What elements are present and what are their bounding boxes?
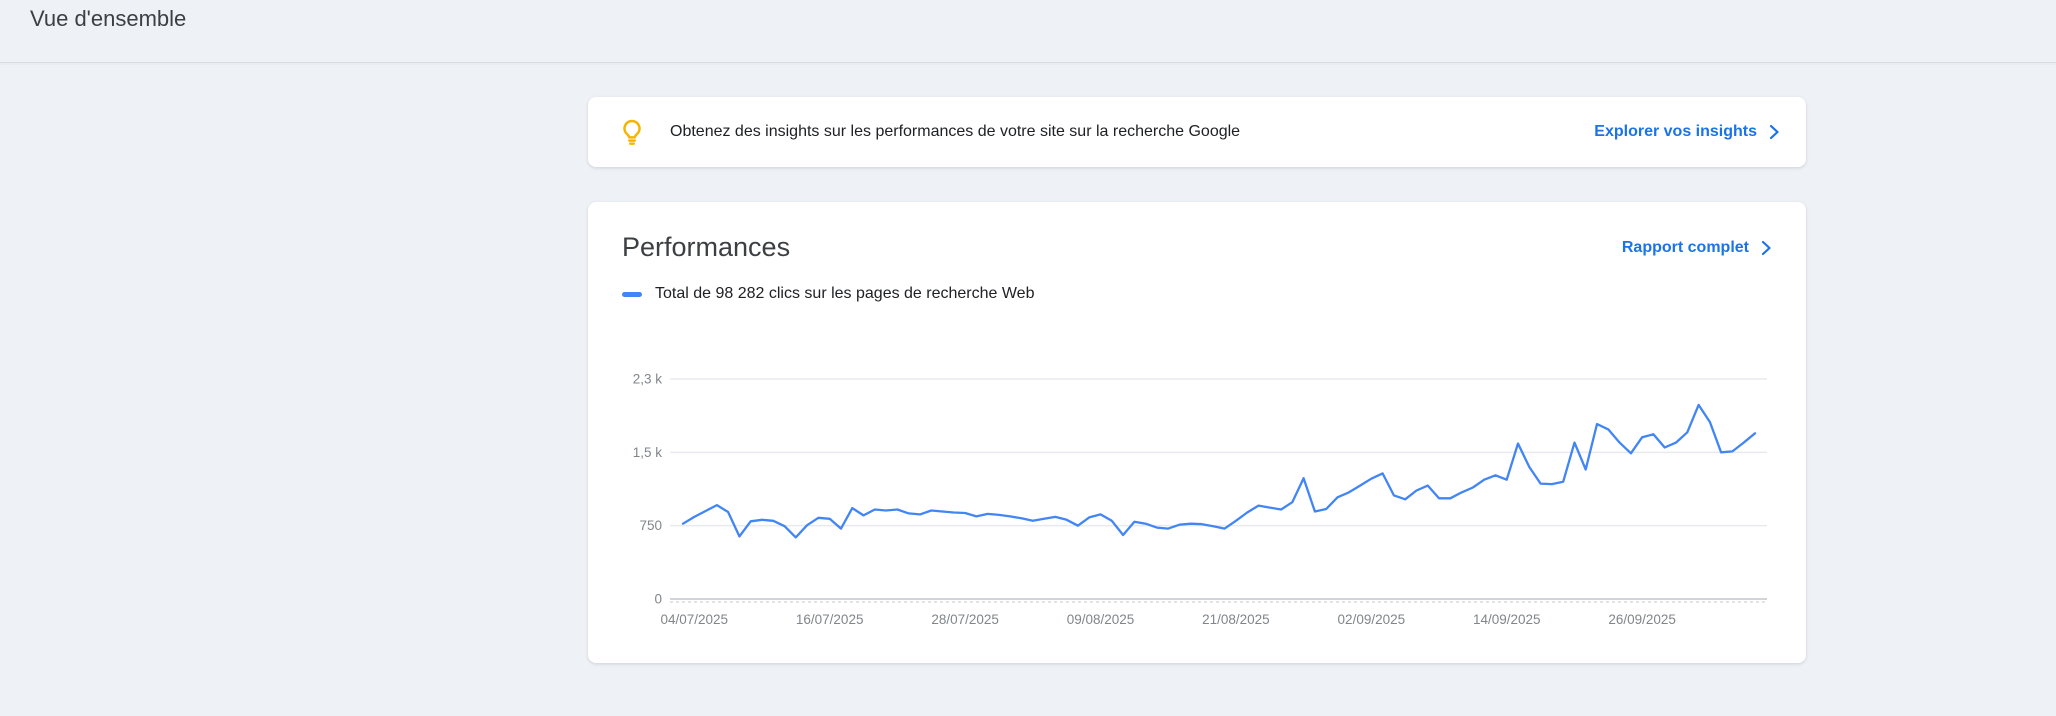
svg-text:14/09/2025: 14/09/2025	[1473, 612, 1541, 627]
svg-text:750: 750	[639, 518, 662, 533]
clicks-line-chart-svg: 0 750 1,5 k 2,3 k 04/07/2025 16/07/2025 28/07/…	[633, 372, 1767, 627]
svg-text:02/09/2025: 02/09/2025	[1338, 612, 1406, 627]
svg-text:16/07/2025: 16/07/2025	[796, 612, 864, 627]
insights-banner: Obtenez des insights sur les performance…	[588, 97, 1806, 167]
insights-banner-message: Obtenez des insights sur les performance…	[670, 123, 1241, 140]
svg-text:04/07/2025: 04/07/2025	[660, 612, 728, 627]
svg-text:09/08/2025: 09/08/2025	[1067, 612, 1135, 627]
full-report-link[interactable]: Rapport complet	[1622, 239, 1772, 257]
performances-card: Performances Rapport complet Total de 98…	[588, 202, 1806, 663]
chart-legend: Total de 98 282 clics sur les pages de r…	[588, 263, 1806, 303]
performances-header: Performances Rapport complet	[588, 202, 1806, 263]
svg-text:26/09/2025: 26/09/2025	[1608, 612, 1676, 627]
performances-title: Performances	[622, 232, 791, 262]
explore-insights-button[interactable]: Explorer vos insights	[1594, 123, 1780, 141]
page-title: Vue d'ensemble	[30, 6, 187, 31]
explore-insights-label: Explorer vos insights	[1594, 123, 1757, 140]
lightbulb-icon	[623, 119, 641, 145]
clicks-line-chart[interactable]: 0 750 1,5 k 2,3 k 04/07/2025 16/07/2025 28/07/…	[588, 202, 1806, 663]
svg-text:0: 0	[654, 592, 662, 607]
chevron-right-icon	[1769, 124, 1779, 140]
chevron-right-icon	[1761, 240, 1771, 255]
legend-dash-icon	[622, 291, 642, 297]
legend-label: Total de 98 282 clics sur les pages de r…	[655, 285, 1035, 302]
svg-text:1,5 k: 1,5 k	[633, 445, 663, 460]
full-report-label: Rapport complet	[1621, 238, 1749, 256]
page-header: Vue d'ensemble	[0, 0, 2056, 63]
svg-text:2,3 k: 2,3 k	[633, 372, 663, 387]
svg-text:28/07/2025: 28/07/2025	[931, 612, 999, 627]
svg-text:21/08/2025: 21/08/2025	[1202, 612, 1270, 627]
